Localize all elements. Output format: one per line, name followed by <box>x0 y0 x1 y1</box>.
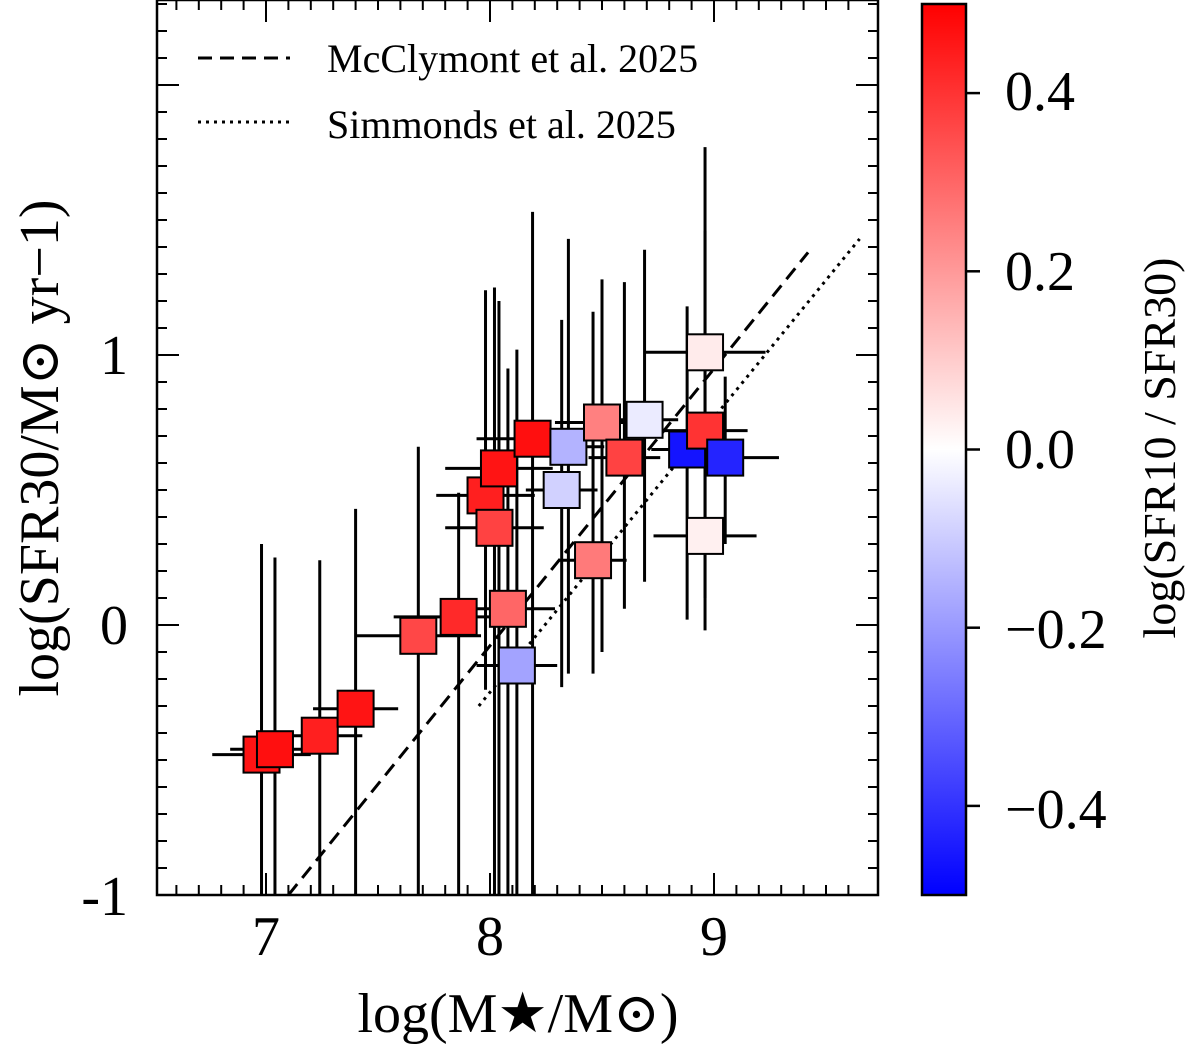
data-point-marker <box>605 438 644 477</box>
data-point-marker <box>336 689 375 728</box>
data-point-marker <box>549 427 588 466</box>
colorbar-tick-label: 0.4 <box>1005 61 1075 123</box>
x-tick-labels: 7 8 9 <box>252 906 728 968</box>
colorbar-tick-label: −0.4 <box>1005 779 1107 841</box>
data-markers <box>242 333 745 774</box>
data-point-marker <box>255 730 294 769</box>
legend: McClymont et al. 2025 Simmonds et al. 20… <box>198 36 698 147</box>
x-tick-label: 9 <box>700 906 728 968</box>
y-axis-title: log(SFR30/M⊙ yr−1) <box>9 200 71 697</box>
x-tick-label: 7 <box>252 906 280 968</box>
legend-label-simmonds: Simmonds et al. 2025 <box>327 102 676 147</box>
data-point-marker <box>497 646 536 685</box>
data-point-marker <box>488 589 527 628</box>
data-point-marker <box>583 403 621 442</box>
data-point-marker <box>686 516 725 555</box>
y-tick-label: 1 <box>100 325 128 387</box>
colorbar: −0.4 −0.2 0.0 0.2 0.4 log(SFR10 / SFR30) <box>920 2 1185 897</box>
data-point-marker <box>625 400 664 439</box>
data-point-marker <box>706 438 745 477</box>
plot-frame <box>155 0 880 897</box>
data-point-marker <box>542 471 581 509</box>
colorbar-gradient <box>920 2 968 897</box>
colorbar-ticks <box>966 91 980 808</box>
y-tick-labels: -1 0 1 <box>81 325 128 928</box>
colorbar-tick-label: 0.2 <box>1005 241 1075 303</box>
y-tick-label: 0 <box>100 595 128 657</box>
y-tick-label: -1 <box>81 866 128 928</box>
colorbar-tick-label: 0.0 <box>1005 419 1075 481</box>
data-point-marker <box>479 449 518 488</box>
data-point-marker <box>686 333 725 372</box>
data-point-marker <box>513 419 552 458</box>
fit-lines <box>287 237 861 895</box>
data-point-marker <box>475 508 514 547</box>
x-axis-title: log(M★/M⊙) <box>357 983 678 1045</box>
axis-ticks <box>157 0 878 896</box>
x-tick-label: 8 <box>476 906 504 968</box>
data-point-marker <box>574 541 613 580</box>
data-point-marker <box>439 597 478 636</box>
legend-label-mcclymont: McClymont et al. 2025 <box>327 36 698 81</box>
data-point-marker <box>399 616 438 655</box>
colorbar-tick-label: −0.2 <box>1005 599 1107 661</box>
plot-area <box>155 0 880 897</box>
fit-line-simmonds <box>477 237 861 707</box>
data-point-marker <box>300 716 339 755</box>
fit-line-mcclymont <box>287 251 810 895</box>
colorbar-title: log(SFR10 / SFR30) <box>1134 258 1185 639</box>
